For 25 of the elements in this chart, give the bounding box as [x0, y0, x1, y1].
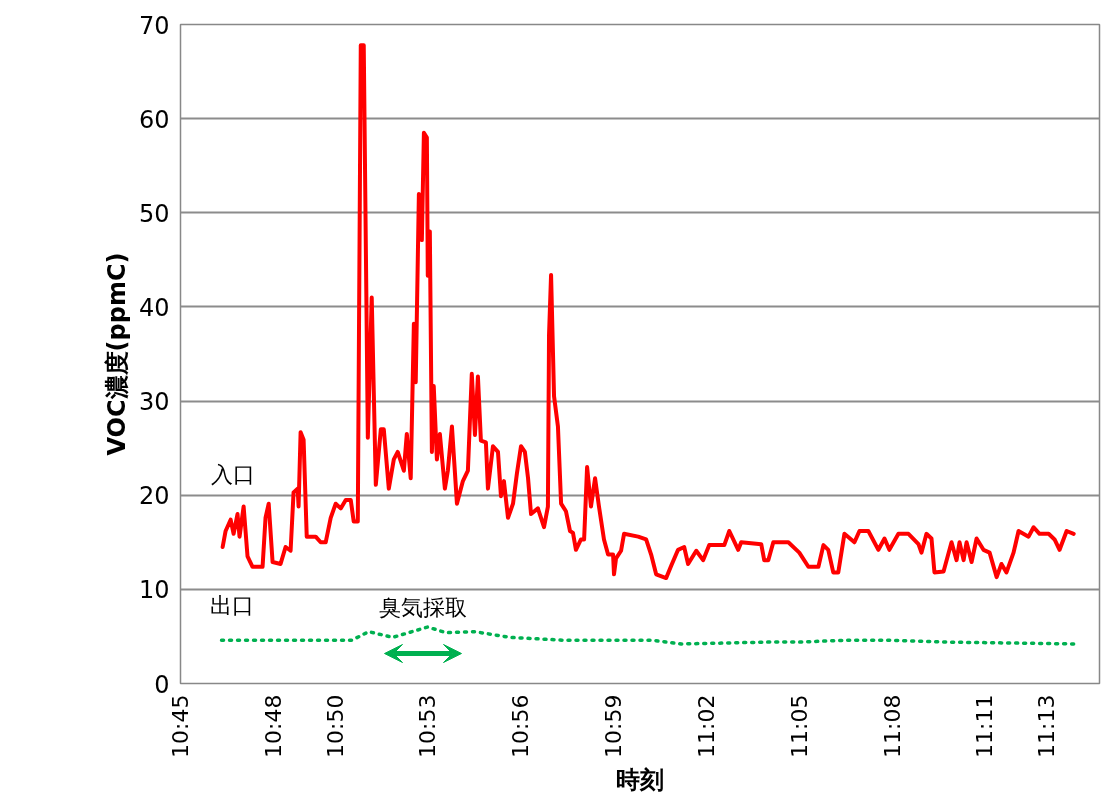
series-label: 出口 — [209, 593, 254, 619]
x-tick-label: 10:48 — [260, 694, 286, 758]
y-tick-label: 50 — [138, 199, 170, 228]
series-label: 入口 — [210, 461, 255, 487]
y-tick-label: 40 — [138, 293, 170, 322]
y-tick-label: 60 — [138, 105, 170, 134]
x-tick-label: 11:08 — [879, 694, 905, 758]
line-series — [219, 625, 1078, 646]
x-tick-label: 10:56 — [508, 694, 534, 758]
x-tick-label: 11:13 — [1034, 694, 1060, 758]
annotation: 臭気採取 — [378, 594, 467, 620]
y-tick-label: 0 — [154, 670, 170, 699]
y-tick-label: 10 — [138, 576, 170, 605]
y-tick-label: 70 — [138, 11, 170, 40]
x-tick-label: 10:50 — [322, 694, 348, 758]
x-tick-label: 11:05 — [786, 694, 812, 758]
x-tick-label: 10:59 — [601, 694, 627, 758]
y-axis-title: VOC濃度(ppmC) — [102, 252, 131, 456]
x-tick-label: 11:02 — [693, 694, 719, 758]
y-tick-label: 20 — [138, 482, 170, 511]
x-tick-label: 10:53 — [415, 694, 441, 758]
x-tick-label: 10:45 — [168, 694, 193, 758]
x-tick-label: 11:11 — [972, 694, 998, 758]
y-tick-label: 30 — [138, 388, 170, 417]
x-axis-title: 時刻 — [616, 765, 664, 794]
